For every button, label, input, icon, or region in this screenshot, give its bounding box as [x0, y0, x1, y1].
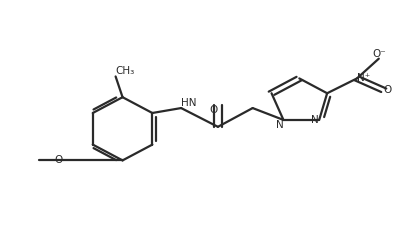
- Text: N: N: [275, 120, 283, 130]
- Text: N⁺: N⁺: [356, 73, 369, 83]
- Text: CH₃: CH₃: [115, 66, 134, 77]
- Text: O: O: [209, 105, 217, 115]
- Text: O⁻: O⁻: [371, 49, 385, 59]
- Text: HN: HN: [181, 98, 196, 108]
- Text: O: O: [55, 155, 63, 165]
- Text: N: N: [311, 115, 318, 125]
- Text: O: O: [383, 85, 391, 95]
